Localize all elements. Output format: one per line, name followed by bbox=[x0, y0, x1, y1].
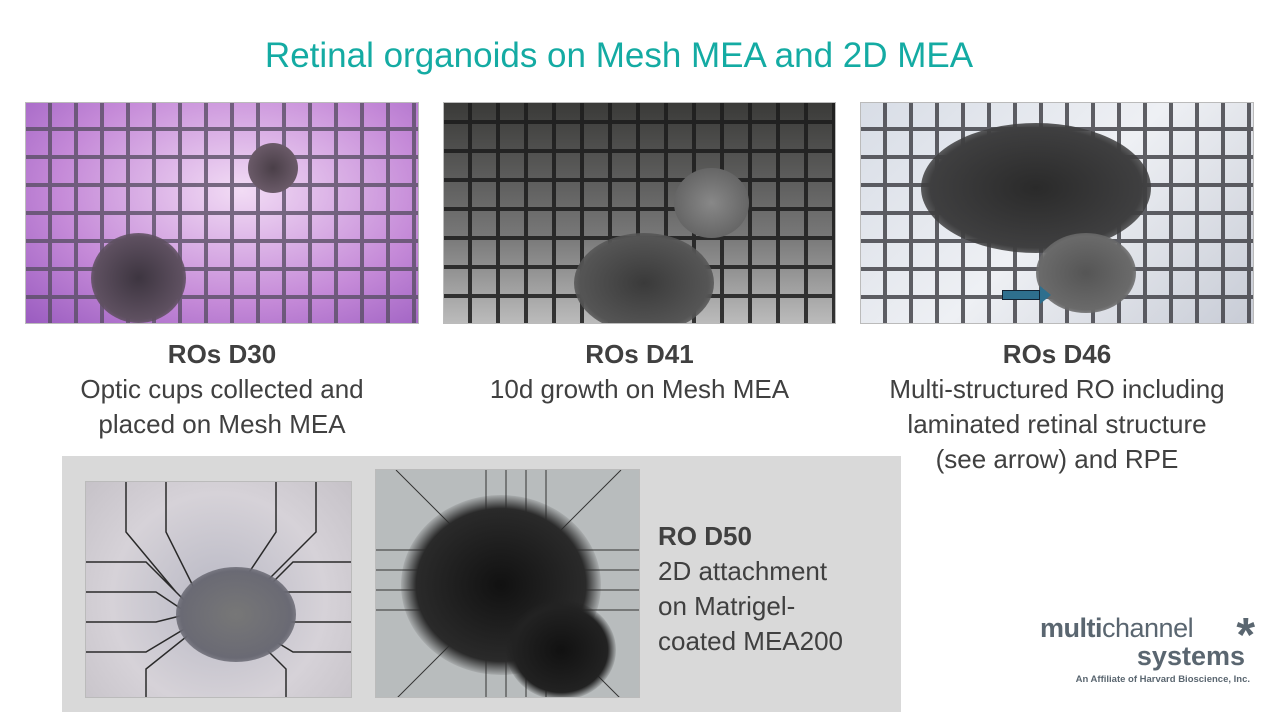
mea200-image-light bbox=[85, 481, 352, 698]
mea200-image-dark bbox=[375, 469, 640, 698]
caption-line: (see arrow) and RPE bbox=[935, 444, 1179, 474]
caption-line: laminated retinal structure bbox=[907, 409, 1207, 439]
caption-d46: ROs D46 Multi-structured RO including la… bbox=[850, 337, 1264, 477]
logo-text-light: channel bbox=[1102, 613, 1194, 643]
caption-line: Optic cups collected and bbox=[80, 374, 364, 404]
logo-tagline: An Affiliate of Harvard Bioscience, Inc. bbox=[1075, 674, 1250, 685]
caption-line: 10d growth on Mesh MEA bbox=[489, 374, 790, 404]
multichannel-systems-logo: * multichannel systems An Affiliate of H… bbox=[1040, 609, 1255, 685]
caption-line: 2D attachment bbox=[658, 556, 828, 586]
caption-line: on Matrigel- bbox=[658, 591, 796, 621]
slide-title: Retinal organoids on Mesh MEA and 2D MEA bbox=[264, 36, 974, 75]
caption-d50: RO D50 2D attachment on Matrigel- coated… bbox=[658, 519, 843, 659]
logo-text-bold: multi bbox=[1040, 613, 1103, 643]
caption-heading: ROs D46 bbox=[1002, 339, 1112, 369]
caption-d41: ROs D41 10d growth on Mesh MEA bbox=[443, 337, 836, 407]
caption-line: Multi-structured RO including bbox=[889, 374, 1225, 404]
caption-d30: ROs D30 Optic cups collected and placed … bbox=[25, 337, 419, 442]
mesh-mea-image-d41 bbox=[443, 102, 836, 324]
asterisk-icon: * bbox=[1236, 609, 1255, 662]
caption-line: placed on Mesh MEA bbox=[98, 409, 346, 439]
caption-heading: RO D50 bbox=[658, 521, 752, 551]
caption-line: coated MEA200 bbox=[658, 626, 844, 656]
mesh-mea-image-d46 bbox=[860, 102, 1254, 324]
caption-heading: ROs D30 bbox=[167, 339, 277, 369]
mesh-mea-image-d30 bbox=[25, 102, 419, 324]
caption-heading: ROs D41 bbox=[585, 339, 694, 369]
logo-text-systems: systems bbox=[1136, 641, 1245, 671]
arrow-icon bbox=[1002, 286, 1051, 304]
